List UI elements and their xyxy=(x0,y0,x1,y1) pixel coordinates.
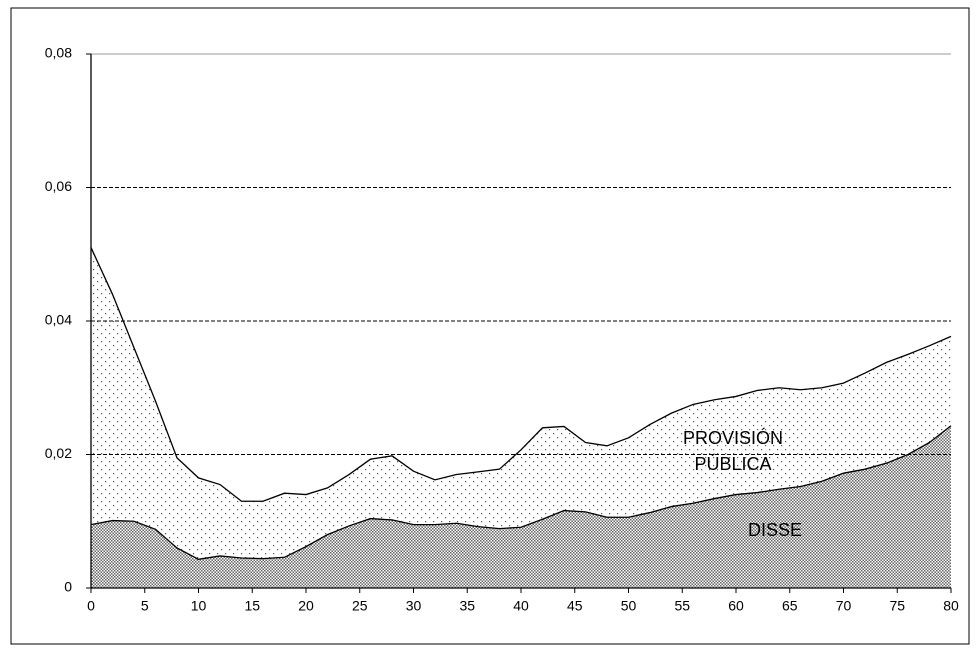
x-tick-label: 0 xyxy=(87,598,95,614)
frame xyxy=(10,7,970,645)
series-line xyxy=(90,247,952,502)
x-tick-label: 30 xyxy=(406,598,422,614)
series-label: PROVISIÓN PÚBLICA xyxy=(683,427,783,474)
x-tick-label: 65 xyxy=(782,598,798,614)
x-tick-label: 40 xyxy=(513,598,529,614)
x-tick-label: 25 xyxy=(352,598,368,614)
area-fill xyxy=(91,425,951,588)
x-tick-label: 60 xyxy=(728,598,744,614)
y-tick-label: 0,08 xyxy=(45,45,72,61)
series-label-line: PÚBLICA xyxy=(694,453,771,474)
y-tick-label: 0,04 xyxy=(45,312,72,328)
x-tick-label: 35 xyxy=(459,598,475,614)
area-fill xyxy=(91,247,951,560)
x-tick-label: 15 xyxy=(244,598,260,614)
x-tick-label: 5 xyxy=(141,598,149,614)
x-tick-label: 80 xyxy=(943,598,959,614)
x-tick-label: 45 xyxy=(567,598,583,614)
x-tick-label: 10 xyxy=(191,598,207,614)
x-tick-label: 20 xyxy=(298,598,314,614)
x-tick-label: 75 xyxy=(889,598,905,614)
y-tick-label: 0 xyxy=(64,579,72,595)
series-label: DISSE xyxy=(748,520,802,540)
x-tick-label: 70 xyxy=(836,598,852,614)
y-tick-label: 0,02 xyxy=(45,445,72,461)
x-tick-label: 50 xyxy=(621,598,637,614)
x-tick-label: 55 xyxy=(674,598,690,614)
series-line xyxy=(90,425,952,560)
series-label-line: PROVISIÓN xyxy=(683,427,783,448)
y-tick-label: 0,06 xyxy=(45,178,72,194)
